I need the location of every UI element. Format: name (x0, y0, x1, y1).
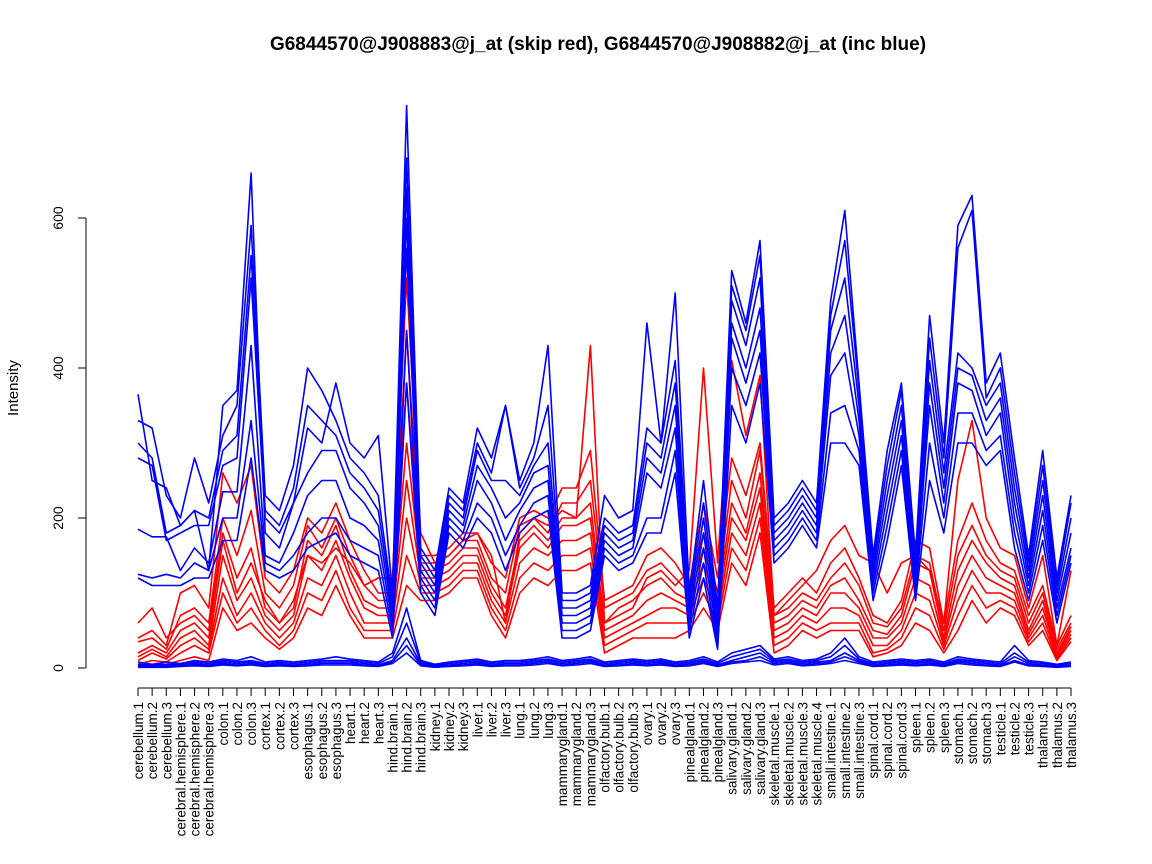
x-tick-label: testicle.3 (1022, 702, 1037, 755)
x-tick-label: thalamus.3 (1064, 702, 1079, 768)
x-tick-label: ovary.2 (654, 702, 669, 745)
x-tick-label: thalamus.2 (1050, 702, 1065, 768)
x-tick-label: lung.1 (513, 702, 528, 739)
x-tick-label: cerebellum.2 (145, 702, 160, 779)
x-tick-label: mammarygland.3 (583, 702, 598, 806)
x-tick-label: liver.3 (499, 702, 514, 737)
x-tick-label: skeletal.muscle.1 (767, 702, 782, 806)
x-tick-label: spleen.3 (937, 702, 952, 753)
x-tick-label: olfactory.bulb.3 (626, 702, 641, 793)
x-tick-label: spleen.2 (923, 702, 938, 753)
x-tick-label: mammarygland.1 (555, 702, 570, 806)
x-tick-label: cortex.1 (258, 702, 273, 750)
x-tick-label: lung.2 (527, 702, 542, 739)
x-tick-label: olfactory.bulb.1 (598, 702, 613, 793)
x-tick-label: hind.brain.1 (385, 702, 400, 773)
x-tick-label: colon.3 (244, 702, 259, 746)
series-line-15 (137, 382, 1072, 651)
x-tick-label: cortex.2 (272, 702, 287, 750)
x-tick-label: kidney.2 (442, 702, 457, 751)
y-tick-label: 200 (50, 506, 66, 530)
x-tick-label: thalamus.1 (1036, 702, 1051, 768)
x-tick-label: cerebral.hemisphere.2 (188, 702, 203, 836)
x-tick-label: stomach.3 (979, 702, 994, 764)
x-tick-label: heart.2 (357, 702, 372, 744)
x-tick-label: small.intestine.1 (824, 702, 839, 799)
x-tick-label: salivary.gland.2 (739, 702, 754, 795)
series-line-7 (137, 517, 1072, 666)
x-tick-label: colon.2 (230, 702, 245, 746)
x-tick-label: pinealgland.3 (711, 702, 726, 782)
y-axis: 0 200 400 600 (50, 206, 87, 672)
x-tick-label: cerebral.hemisphere.1 (173, 702, 188, 836)
x-tick-label: hind.brain.3 (414, 702, 429, 773)
chart-title: G6844570@J908883@j_at (skip red), G68445… (270, 34, 926, 55)
x-tick-label: esophagus.1 (301, 702, 316, 779)
y-tick-label: 400 (50, 356, 66, 380)
x-tick-label: ovary.3 (668, 702, 683, 745)
x-tick-label: olfactory.bulb.2 (612, 702, 627, 793)
x-tick-label: pinealgland.2 (696, 702, 711, 782)
x-tick-label: spinal.cord.3 (894, 702, 909, 779)
x-tick-label: mammarygland.2 (569, 702, 584, 806)
x-tick-label: heart.1 (343, 702, 358, 744)
x-tick-label: cerebellum.3 (159, 702, 174, 779)
y-tick-label: 600 (50, 206, 66, 230)
series-line-17 (137, 622, 1072, 666)
x-tick-label: liver.2 (484, 702, 499, 737)
x-tick-label: liver.1 (470, 702, 485, 737)
x-tick-label: spinal.cord.1 (866, 702, 881, 779)
x-tick-label: testicle.1 (993, 702, 1008, 755)
x-tick-label: skeletal.muscle.2 (781, 702, 796, 806)
x-tick-label: cerebral.hemisphere.3 (202, 702, 217, 836)
x-tick-label: skeletal.muscle.4 (810, 702, 825, 806)
x-axis: cerebellum.1 cerebellum.2 cerebellum.3 cere… (131, 687, 1079, 836)
x-tick-label: stomach.1 (951, 702, 966, 764)
x-tick-label: cerebellum.1 (131, 702, 146, 779)
x-tick-label: heart.3 (371, 702, 386, 744)
x-tick-label: small.intestine.2 (838, 702, 853, 799)
x-tick-label: skeletal.muscle.3 (795, 702, 810, 806)
series-line-20 (138, 652, 1072, 669)
series-line-16 (137, 607, 1072, 666)
x-tick-label: small.intestine.3 (852, 702, 867, 799)
x-tick-label: cortex.3 (287, 702, 302, 750)
x-tick-label: stomach.2 (965, 702, 980, 764)
y-axis-label: Intensity (5, 360, 22, 416)
series-lines (137, 104, 1072, 669)
x-tick-label: testicle.2 (1007, 702, 1022, 755)
series-line-8 (137, 532, 1072, 668)
x-tick-label: esophagus.3 (329, 702, 344, 779)
x-tick-label: lung.3 (541, 702, 556, 739)
x-tick-label: ovary.1 (640, 702, 655, 745)
x-tick-label: esophagus.2 (315, 702, 330, 779)
x-tick-label: spinal.cord.2 (880, 702, 895, 779)
y-tick-label: 0 (50, 664, 66, 672)
x-tick-label: pinealgland.1 (682, 702, 697, 782)
x-tick-label: kidney.1 (428, 702, 443, 751)
x-tick-label: salivary.gland.3 (753, 702, 768, 795)
x-tick-label: colon.1 (216, 702, 231, 746)
x-tick-label: spleen.1 (909, 702, 924, 753)
x-tick-label: salivary.gland.1 (725, 702, 740, 795)
x-tick-label: kidney.3 (456, 702, 471, 751)
x-tick-label: hind.brain.2 (400, 702, 415, 773)
